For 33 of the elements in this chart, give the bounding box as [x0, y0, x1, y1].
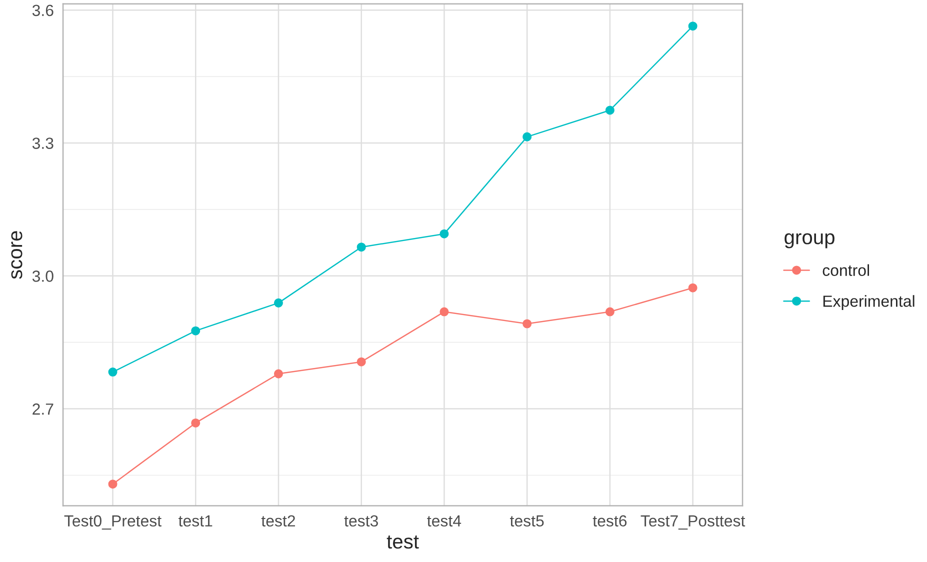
y-axis-title: score	[11, 231, 22, 279]
point	[108, 480, 118, 489]
x-tick-label: Test7_Posttest	[640, 515, 746, 530]
point	[522, 132, 532, 142]
point	[688, 283, 698, 292]
x-tick-label: test1	[178, 515, 212, 527]
x-tick-label: test4	[427, 515, 462, 527]
legend-label: control	[822, 264, 869, 276]
point	[440, 307, 449, 316]
point	[274, 298, 283, 308]
x-tick-label: test6	[592, 515, 627, 527]
point	[440, 229, 449, 238]
y-tick-label: 3.6	[32, 4, 54, 16]
x-tick-label: test3	[344, 515, 378, 527]
point	[191, 418, 200, 428]
legend-label: Experimental	[823, 295, 914, 310]
legend-title: group	[784, 233, 834, 248]
point	[688, 22, 698, 31]
x-tick-label: test5	[510, 515, 544, 527]
point	[356, 357, 366, 366]
point	[274, 369, 283, 378]
x-axis-title: test	[386, 535, 419, 549]
point	[191, 326, 200, 336]
point	[605, 106, 614, 115]
x-tick-label: Test0_Pretest	[64, 515, 162, 530]
y-tick-label: 3.0	[32, 270, 54, 282]
point	[522, 319, 532, 328]
y-tick-label: 3.3	[32, 138, 54, 149]
x-tick-label: test2	[261, 515, 295, 527]
point	[356, 242, 366, 252]
point	[108, 368, 118, 377]
point	[605, 307, 614, 316]
y-tick-label: 2.7	[32, 403, 54, 415]
